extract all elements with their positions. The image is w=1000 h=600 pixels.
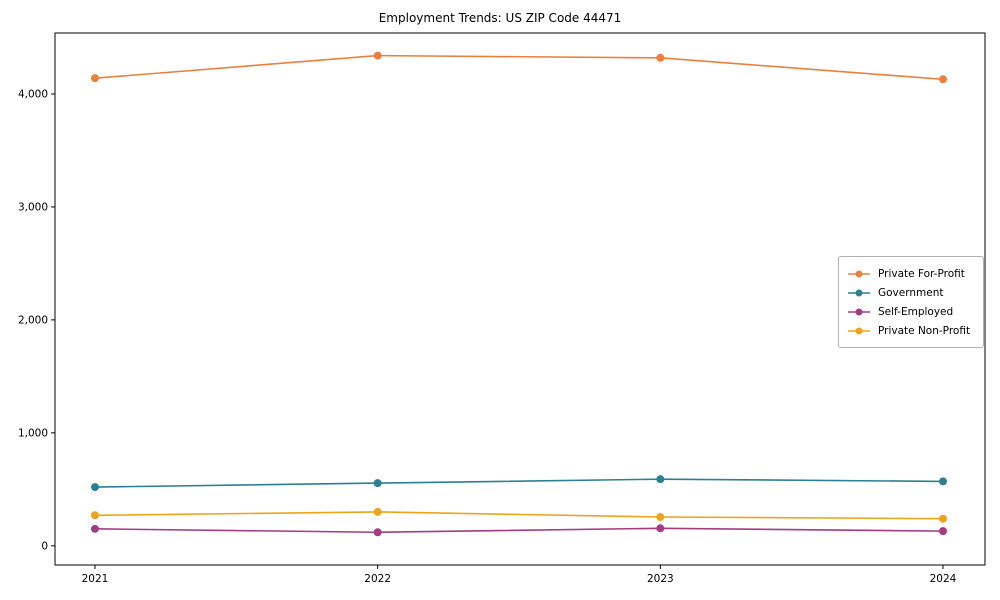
- line-marker-icon: [848, 327, 870, 334]
- legend-label: Private For-Profit: [878, 267, 965, 280]
- line-marker-icon: [848, 308, 870, 315]
- line-marker-icon: [848, 289, 870, 296]
- svg-text:3,000: 3,000: [18, 201, 48, 213]
- legend-label: Private Non-Profit: [878, 324, 971, 337]
- legend-item-private-for-profit: Private For-Profit: [847, 264, 975, 283]
- svg-text:2024: 2024: [930, 573, 957, 585]
- svg-text:2023: 2023: [647, 573, 674, 585]
- chart-title: Employment Trends: US ZIP Code 44471: [378, 11, 622, 25]
- legend-item-self-employed: Self-Employed: [847, 302, 975, 321]
- svg-text:0: 0: [41, 540, 48, 552]
- svg-text:2021: 2021: [82, 573, 109, 585]
- legend-label: Self-Employed: [878, 305, 954, 318]
- legend-label: Government: [878, 286, 944, 299]
- chart-legend: Private For-Profit Government Self-Emplo…: [838, 256, 984, 348]
- svg-text:1,000: 1,000: [18, 427, 48, 439]
- line-marker-icon: [848, 270, 870, 277]
- svg-text:2022: 2022: [364, 573, 391, 585]
- svg-text:2,000: 2,000: [18, 314, 48, 326]
- legend-item-private-non-profit: Private Non-Profit: [847, 321, 975, 340]
- legend-item-government: Government: [847, 283, 975, 302]
- svg-text:4,000: 4,000: [18, 88, 48, 100]
